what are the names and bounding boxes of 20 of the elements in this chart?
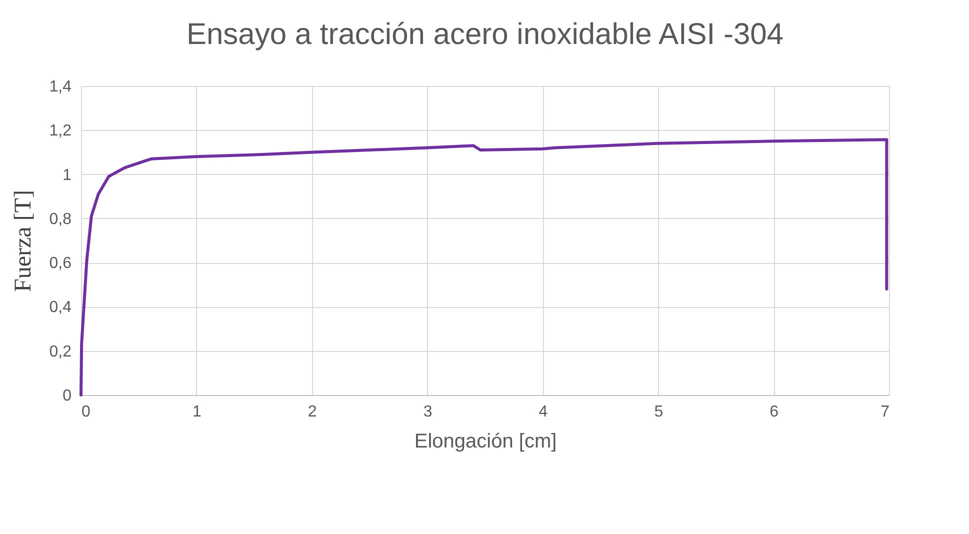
x-tick-label: 1 bbox=[192, 404, 202, 420]
chart-title: Ensayo a tracción acero inoxidable AISI -304 bbox=[186, 18, 784, 51]
y-tick-label: 1,4 bbox=[49, 78, 72, 96]
x-tick-label: 5 bbox=[654, 404, 664, 420]
y-tick-label: 1,2 bbox=[49, 122, 72, 140]
x-tick-label: 4 bbox=[538, 404, 548, 420]
y-tick-label: 0,2 bbox=[49, 343, 72, 360]
y-tick-label: 1 bbox=[62, 166, 72, 184]
x-tick-label: 3 bbox=[423, 404, 432, 420]
x-axis-title: Elongación [cm] bbox=[414, 430, 557, 452]
x-tick-label: 7 bbox=[880, 404, 890, 420]
line-series bbox=[80, 138, 888, 396]
x-tick-label: 2 bbox=[308, 404, 317, 420]
y-tick-label: 0,4 bbox=[49, 299, 72, 316]
y-tick-label: 0,6 bbox=[49, 255, 72, 272]
y-axis-title: Fuerza [T] bbox=[10, 190, 36, 292]
y-tick-label: 0 bbox=[62, 388, 72, 404]
y-tick-label: 0,8 bbox=[49, 210, 72, 228]
x-tick-label: 0 bbox=[82, 404, 90, 420]
x-tick-label: 6 bbox=[770, 404, 779, 420]
